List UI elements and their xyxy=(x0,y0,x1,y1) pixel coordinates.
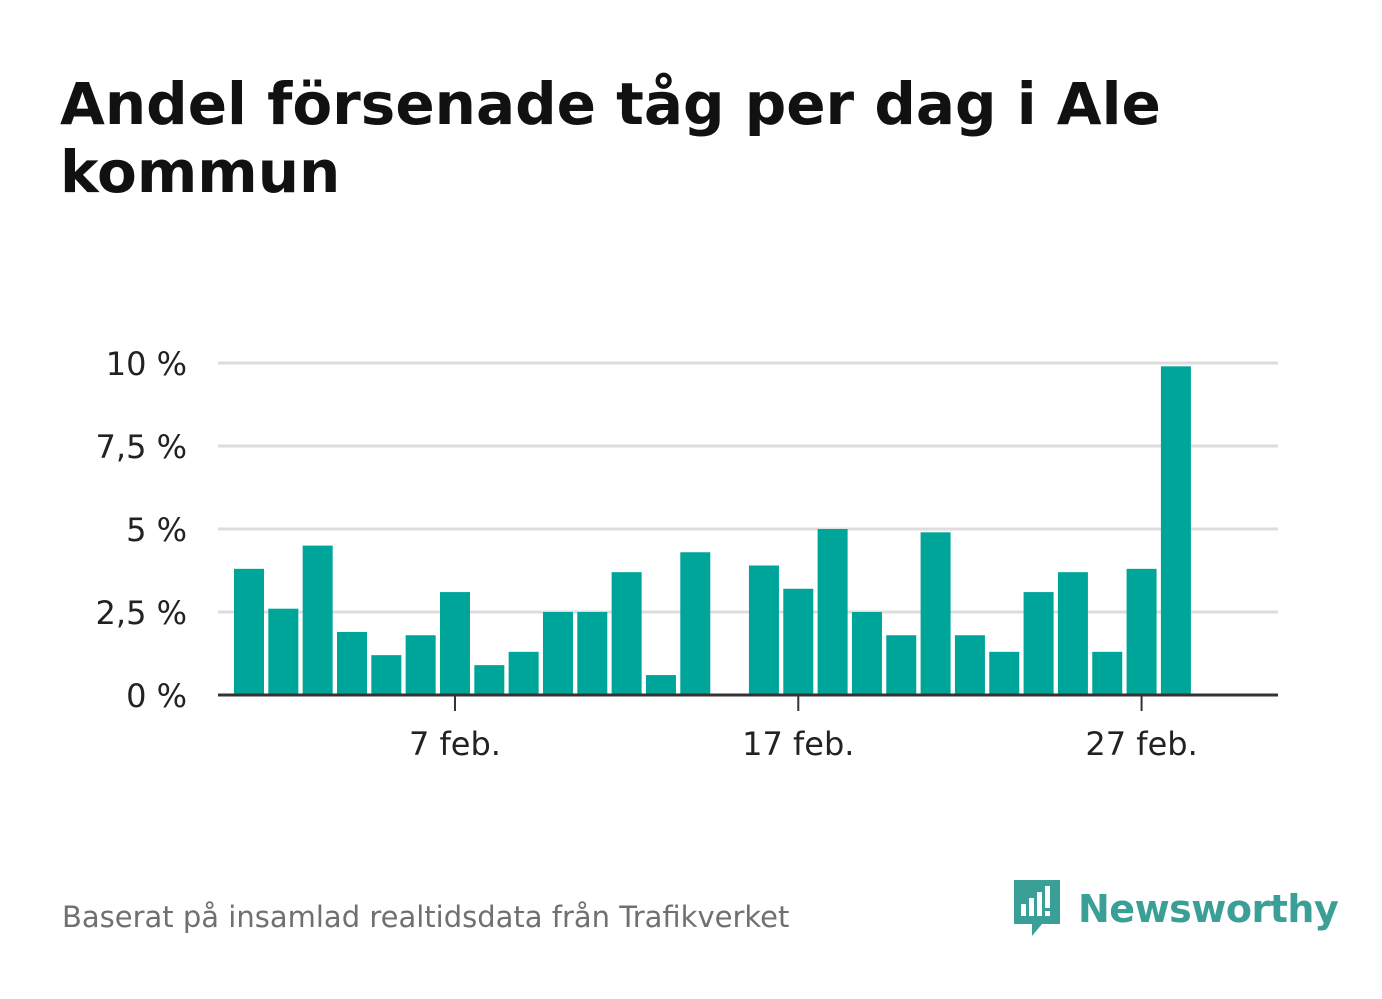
newsworthy-logo-text: Newsworthy xyxy=(1078,887,1339,931)
y-axis-labels: 0 % 2,5 % 5 % 7,5 % 10 % xyxy=(96,345,187,715)
gridlines xyxy=(218,361,1278,614)
bars xyxy=(234,366,1191,695)
bar xyxy=(405,635,436,695)
bar xyxy=(508,651,539,695)
x-tick-label: 7 feb. xyxy=(409,725,501,763)
bar xyxy=(611,572,642,695)
bar xyxy=(474,665,505,695)
bar xyxy=(234,568,264,695)
bar xyxy=(886,635,917,695)
bar xyxy=(1057,572,1088,695)
bar xyxy=(542,612,573,695)
x-tick-label: 17 feb. xyxy=(742,725,854,763)
bar xyxy=(268,608,299,695)
bar xyxy=(302,545,333,695)
x-axis xyxy=(218,693,1278,711)
bar xyxy=(680,552,711,695)
x-axis-labels: 7 feb. 17 feb. 27 feb. xyxy=(409,725,1198,763)
bar xyxy=(1023,592,1054,695)
bar xyxy=(920,532,951,695)
bar xyxy=(954,635,985,695)
bar xyxy=(439,592,470,695)
bar xyxy=(748,565,779,695)
bar xyxy=(336,631,367,695)
bar xyxy=(783,588,814,695)
bar xyxy=(645,675,676,695)
y-tick-label: 0 % xyxy=(126,677,187,715)
y-tick-label: 2,5 % xyxy=(96,594,187,632)
chart-title: Andel försenade tåg per dag i Ale kommun xyxy=(60,70,1161,206)
bar xyxy=(577,612,608,695)
bar xyxy=(371,655,402,695)
newsworthy-logo: Newsworthy xyxy=(1012,878,1339,940)
y-tick-label: 5 % xyxy=(126,511,187,549)
bar xyxy=(817,529,848,695)
bar xyxy=(1092,651,1123,695)
y-tick-label: 10 % xyxy=(106,345,187,383)
bar xyxy=(1126,568,1157,695)
newsworthy-logo-icon xyxy=(1014,880,1060,936)
bar xyxy=(989,651,1020,695)
source-note: Baserat på insamlad realtidsdata från Tr… xyxy=(62,900,790,934)
bar xyxy=(1160,366,1191,695)
bar xyxy=(851,612,882,695)
x-tick-label: 27 feb. xyxy=(1085,725,1197,763)
y-tick-label: 7,5 % xyxy=(96,428,187,466)
